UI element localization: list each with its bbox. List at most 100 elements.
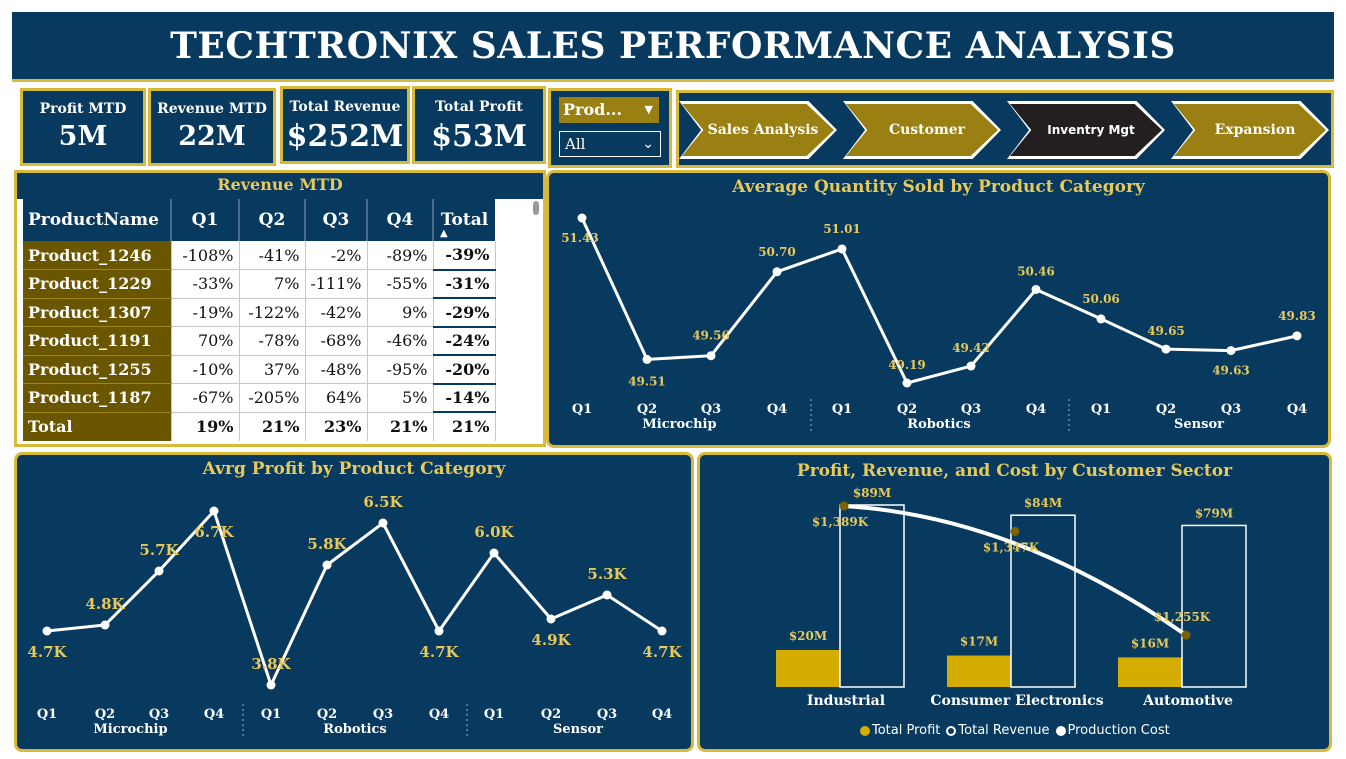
slicer-dropdown[interactable]: All ⌄ (559, 131, 661, 157)
table-row[interactable]: Product_1246 -108% -41% -2% -89% -39% (23, 241, 496, 271)
sector-chart: $20M $89M Industrial $17M $84M Consumer Elect… (776, 486, 1247, 709)
table-cell-product: Product_1255 (23, 355, 172, 384)
avg-quantity-chart: 51.43 Q1 49.51 Q2 49.56 Q3 50.70 Q4 51.01 Q1 49.19… (561, 213, 1316, 432)
table-cell-value: 19% (171, 412, 240, 441)
product-slicer: Prod... ▼ All ⌄ (548, 88, 672, 168)
data-label: 5.7K (139, 541, 179, 559)
x-tick-label: Q3 (597, 707, 617, 722)
column-header-product[interactable]: ProductName (23, 199, 172, 241)
nav-expansion-button[interactable]: Expansion (1171, 101, 1329, 159)
data-label: 51.43 (561, 231, 599, 245)
data-point (902, 378, 912, 388)
table-cell-value: 21% (239, 412, 306, 441)
chevron-down-icon[interactable]: ⌄ (642, 136, 654, 152)
table-row[interactable]: Product_1191 70% -78% -68% -46% -24% (23, 326, 496, 356)
column-header-q4[interactable]: Q4 (367, 199, 434, 241)
data-label: 49.63 (1212, 364, 1250, 378)
category-label: Automotive (1142, 693, 1233, 709)
series-line (46, 508, 663, 690)
legend-item-cost[interactable]: Production Cost (1055, 723, 1170, 738)
data-point (154, 566, 164, 576)
data-label: 50.46 (1017, 264, 1055, 278)
column-header-q2[interactable]: Q2 (239, 199, 306, 241)
sector-chart-panel: Profit, Revenue, and Cost by Customer Se… (697, 452, 1332, 752)
revenue-label: $89M (853, 486, 891, 500)
data-point (546, 614, 556, 624)
x-tick-label: Q1 (832, 402, 852, 417)
table-row[interactable]: Product_1229 -33% 7% -111% -55% -31% (23, 269, 496, 299)
group-label: Sensor (1174, 417, 1224, 432)
kpi-profit-mtd: Profit MTD 5M (20, 88, 146, 166)
table-cell-product: Product_1229 (23, 269, 172, 299)
x-tick-label: Q1 (484, 707, 504, 722)
table-cell-product: Product_1246 (23, 241, 172, 270)
revenue-label: $79M (1195, 506, 1233, 520)
data-point (378, 518, 388, 528)
nav-inventory-button[interactable]: Inventry Mgt (1007, 101, 1165, 159)
cost-point (1181, 630, 1191, 640)
legend-item-profit[interactable]: Total Profit (860, 723, 940, 738)
group-label: Sensor (553, 722, 603, 737)
kpi-value: 5M (58, 121, 108, 152)
data-point (434, 626, 444, 636)
table-cell-total: -29% (433, 298, 496, 328)
data-point (1096, 314, 1106, 324)
data-label: 4.7K (642, 643, 682, 661)
table-cell-total: 21% (433, 412, 496, 441)
nav-customer-button[interactable]: Customer (843, 101, 1001, 159)
x-tick-label: Q4 (204, 707, 224, 722)
column-header-total-label: Total (440, 210, 489, 230)
legend-item-revenue[interactable]: Total Revenue (946, 723, 1050, 738)
table-cell-product: Product_1187 (23, 383, 172, 413)
column-header-q1[interactable]: Q1 (171, 199, 240, 241)
chart-title: Avrg Profit by Product Category (202, 459, 506, 479)
revenue-table: ProductName Q1 Q2 Q3 Q4 Total ▲ Product_… (23, 199, 496, 441)
data-label: 3.8K (251, 655, 291, 673)
data-label: 49.65 (1147, 324, 1185, 338)
chevron-down-icon[interactable]: ▼ (644, 103, 653, 116)
x-tick-label: Q2 (1156, 402, 1176, 417)
data-label: 50.06 (1082, 292, 1120, 306)
x-tick-label: Q1 (1091, 402, 1111, 417)
group-label: Microchip (642, 417, 716, 432)
table-cell-value: -67% (171, 383, 240, 413)
table-cell-value: -10% (171, 355, 240, 384)
group-label: Robotics (323, 722, 386, 737)
sort-ascending-icon[interactable]: ▲ (440, 228, 448, 239)
kpi-value: 22M (178, 121, 246, 152)
nav-label: Customer (846, 104, 998, 156)
revenue-label: $84M (1024, 496, 1062, 510)
kpi-revenue-mtd: Revenue MTD 22M (148, 88, 276, 166)
profit-bar (1118, 657, 1182, 687)
table-total-row[interactable]: Total 19% 21% 23% 21% 21% (23, 412, 496, 441)
table-cell-total: -20% (433, 355, 496, 385)
x-tick-label: Q2 (95, 707, 115, 722)
revenue-mtd-matrix: Revenue MTD ProductName Q1 Q2 Q3 Q4 Tota… (14, 170, 546, 447)
category-label: Industrial (807, 693, 885, 709)
kpi-label: Total Revenue (289, 99, 401, 115)
scrollbar[interactable] (533, 201, 539, 215)
column-header-q3[interactable]: Q3 (305, 199, 368, 241)
table-cell-value: -48% (305, 355, 368, 384)
legend-label: Production Cost (1067, 723, 1170, 738)
data-label: 6.0K (474, 523, 514, 541)
slicer-header[interactable]: Prod... ▼ (559, 97, 659, 123)
data-label: 49.42 (952, 341, 990, 355)
data-point (266, 680, 276, 690)
table-row[interactable]: Product_1187 -67% -205% 64% 5% -14% (23, 383, 496, 413)
data-label: 4.9K (531, 631, 571, 649)
data-point (322, 560, 332, 570)
table-cell-value: -41% (239, 241, 306, 270)
category-label: Consumer Electronics (930, 693, 1103, 709)
avg-quantity-chart-panel: Average Quantity Sold by Product Categor… (546, 170, 1331, 448)
table-row[interactable]: Product_1255 -10% 37% -48% -95% -20% (23, 355, 496, 385)
x-tick-label: Q2 (897, 402, 917, 417)
table-cell-value: 5% (367, 383, 434, 413)
nav-sales-analysis-button[interactable]: Sales Analysis (679, 101, 837, 159)
x-tick-label: Q4 (652, 707, 672, 722)
column-header-total[interactable]: Total ▲ (433, 199, 495, 241)
avg-profit-chart: 4.7K Q1 4.8K Q2 5.7K Q3 6.7K Q4 3.8K Q1 5.8K Q2 6.5K… (27, 493, 683, 737)
table-row[interactable]: Product_1307 -19% -122% -42% 9% -29% (23, 298, 496, 328)
profit-label: $20M (789, 629, 827, 643)
slicer-header-label: Prod... (563, 100, 623, 119)
